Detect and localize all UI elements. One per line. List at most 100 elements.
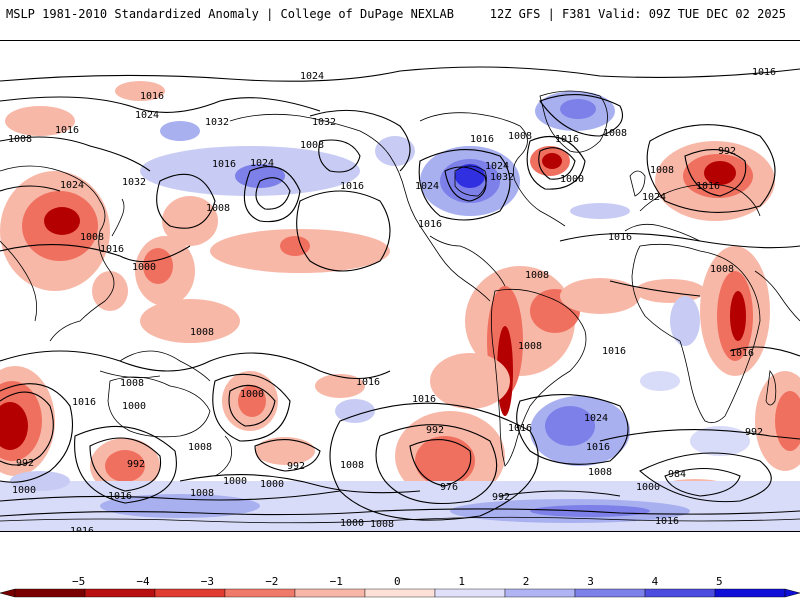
isobar-label: 1008 <box>188 442 212 453</box>
isobar-label: 1008 <box>518 341 542 352</box>
colorbar-right-arrow <box>784 588 800 598</box>
colorbar-segment <box>364 588 436 598</box>
isobar-label: 1008 <box>300 140 324 151</box>
colorbar-graphic <box>0 588 800 598</box>
colorbar-tick-label: 1 <box>458 575 466 588</box>
isobar-label: 1008 <box>588 467 612 478</box>
colorbar-tick-label: −2 <box>265 575 279 588</box>
isobar-label: 1016 <box>655 516 679 527</box>
isobar-label: 1032 <box>312 117 336 128</box>
colorbar-segment <box>434 588 506 598</box>
isobar-label: 1008 <box>80 232 104 243</box>
isobar-label: 1016 <box>72 397 96 408</box>
isobar-label: 992 <box>287 461 305 472</box>
colorbar-segment <box>574 588 646 598</box>
isobar-label: 1016 <box>212 159 236 170</box>
isobar-label: 1016 <box>55 125 79 136</box>
isobar-labels: 1024 1016 1016 1008 1024 1032 1032 1016 … <box>8 67 776 531</box>
isobar-label: 1024 <box>250 158 274 169</box>
isobar-label: 1000 <box>12 485 36 496</box>
isobar-label: 1024 <box>584 413 608 424</box>
isobar-label: 1016 <box>730 348 754 359</box>
isobar-label: 984 <box>668 469 686 480</box>
isobar-label: 1008 <box>525 270 549 281</box>
isobar-label: 1008 <box>508 131 532 142</box>
isobar-label: 1016 <box>418 219 442 230</box>
colorbar-segment <box>644 588 716 598</box>
isobar-label: 1016 <box>696 181 720 192</box>
isobar-label: 976 <box>440 482 458 493</box>
map-header: MSLP 1981-2010 Standardized Anomaly | Co… <box>0 0 800 28</box>
isobar-label: 1016 <box>356 377 380 388</box>
isobar-label: 1016 <box>340 181 364 192</box>
mslp-anomaly-map: 1024 1016 1016 1008 1024 1032 1032 1016 … <box>0 41 800 531</box>
colorbar-tick-label: 0 <box>394 575 401 588</box>
isobar-label: 1024 <box>485 161 509 172</box>
isobars <box>0 66 800 521</box>
isobar-label: 1024 <box>60 180 84 191</box>
isobar-label: 1000 <box>240 389 264 400</box>
isobar-label: 1000 <box>560 174 584 185</box>
colorbar-segment <box>14 588 86 598</box>
isobar-label: 1032 <box>205 117 229 128</box>
anomaly-colorbar <box>0 570 800 600</box>
colorbar-tick-label: 5 <box>716 575 723 588</box>
colorbar-segment <box>224 588 296 598</box>
positive-anomaly-shading <box>0 91 800 531</box>
isobar-label: 1024 <box>415 181 439 192</box>
isobar-label: 1016 <box>608 232 632 243</box>
isobar-label: 1008 <box>340 460 364 471</box>
isobar-label: 1024 <box>135 110 159 121</box>
colorbar-tick-label: 2 <box>522 575 530 588</box>
isobar-label: 1008 <box>8 134 32 145</box>
isobar-label: 1016 <box>470 134 494 145</box>
isobar-label: 1016 <box>508 423 532 434</box>
colorbar-tick-label: 4 <box>651 575 659 588</box>
map-title: MSLP 1981-2010 Standardized Anomaly | Co… <box>6 7 454 21</box>
colorbar-segment <box>154 588 226 598</box>
isobar-label: 992 <box>426 425 444 436</box>
isobar-label: 1008 <box>710 264 734 275</box>
isobar-label: 1008 <box>190 488 214 499</box>
colorbar-segment <box>714 588 786 598</box>
isobar-label: 992 <box>16 458 34 469</box>
isobar-label: 1000 <box>223 476 247 487</box>
isobar-label: 1000 <box>122 401 146 412</box>
isobar-label: 992 <box>745 427 763 438</box>
isobar-label: 1016 <box>100 244 124 255</box>
isobar-label: 1008 <box>650 165 674 176</box>
isobar-label: 1016 <box>752 67 776 78</box>
isobar-label: 1016 <box>602 346 626 357</box>
isobar-label: 1008 <box>603 128 627 139</box>
isobar-label: 1032 <box>490 172 514 183</box>
isobar-label: 992 <box>718 146 736 157</box>
colorbar-segment <box>504 588 576 598</box>
isobar-label: 1000 <box>132 262 156 273</box>
colorbar-tick-label: −1 <box>329 575 343 588</box>
colorbar-segments <box>14 588 786 598</box>
isobar-label: 1016 <box>412 394 436 405</box>
colorbar-left-arrow <box>0 588 16 598</box>
isobar-label: 1032 <box>122 177 146 188</box>
isobar-label: 1016 <box>140 91 164 102</box>
colorbar-tick-label: −4 <box>136 575 150 588</box>
isobar-label: 1016 <box>586 442 610 453</box>
isobar-label: 992 <box>127 459 145 470</box>
colorbar-segment <box>84 588 156 598</box>
model-run-info: 12Z GFS | F381 Valid: 09Z TUE DEC 02 202… <box>489 7 786 21</box>
isobar-label: 1000 <box>636 482 660 493</box>
isobar-label: 1016 <box>70 526 94 531</box>
isobar-label: 1000 <box>340 518 364 529</box>
colorbar-tick-label: −5 <box>72 575 86 588</box>
isobar-label: 1024 <box>642 192 666 203</box>
colorbar-tick-label: 3 <box>587 575 594 588</box>
colorbar-tick-label: −3 <box>200 575 215 588</box>
colorbar-segment <box>294 588 366 598</box>
isobar-label: 1016 <box>108 491 132 502</box>
isobar-label: 1008 <box>190 327 214 338</box>
isobar-label: 1008 <box>206 203 230 214</box>
isobar-label: 992 <box>492 492 510 503</box>
world-map: 1024 1016 1016 1008 1024 1032 1032 1016 … <box>0 40 800 532</box>
isobar-label: 1016 <box>555 134 579 145</box>
isobar-label: 1008 <box>370 519 394 530</box>
